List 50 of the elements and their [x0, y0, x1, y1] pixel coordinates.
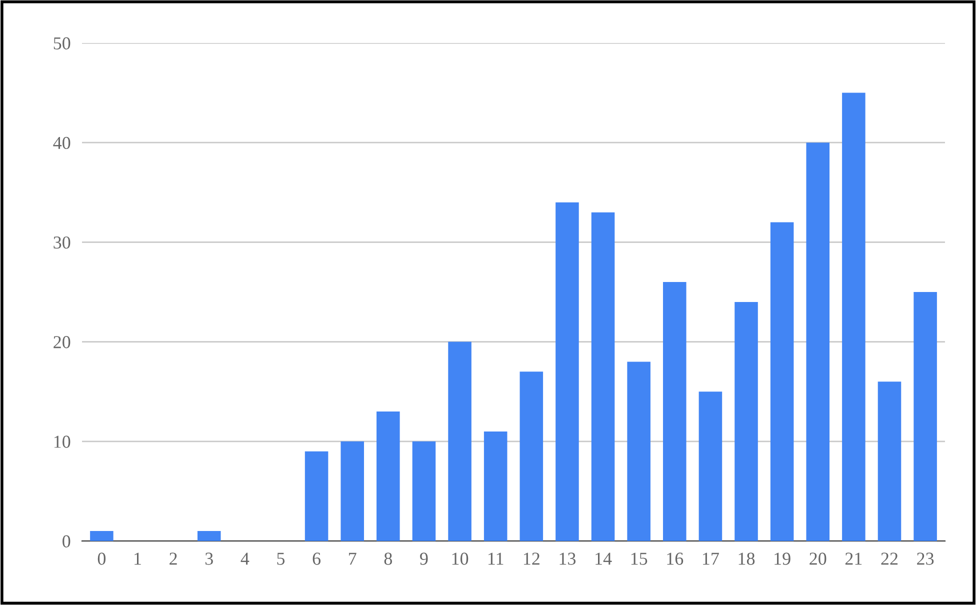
x-tick-label: 5 — [277, 552, 285, 565]
bar — [770, 222, 794, 541]
y-tick-label: 20 — [54, 336, 70, 348]
x-tick-label: 23 — [917, 552, 934, 565]
bar — [842, 92, 866, 541]
x-tick-label: 22 — [881, 552, 898, 565]
x-tick-label: 20 — [810, 552, 826, 565]
bar — [376, 412, 400, 541]
bar — [520, 372, 544, 541]
x-tick-label: 14 — [596, 552, 612, 565]
x-tick-label: 6 — [312, 552, 321, 565]
bar — [484, 431, 508, 541]
x-tick-label: 17 — [703, 552, 719, 565]
y-tick-label: 0 — [62, 535, 70, 548]
x-tick-label: 15 — [631, 552, 648, 565]
bar — [90, 531, 114, 541]
x-tick-label: 4 — [240, 552, 250, 565]
x-tick-label: 8 — [384, 552, 392, 565]
bar — [806, 142, 830, 541]
y-tick-label: 30 — [54, 236, 70, 249]
x-tick-label: 10 — [452, 552, 468, 565]
bar — [412, 441, 436, 541]
y-tick-label: 50 — [54, 37, 70, 50]
bar — [556, 202, 579, 541]
x-tick-label: 13 — [560, 552, 576, 565]
bar — [878, 382, 902, 541]
bar — [914, 292, 937, 541]
bar — [197, 531, 221, 541]
x-tick-label: 16 — [667, 552, 684, 565]
bar — [627, 362, 650, 541]
x-tick-label: 11 — [488, 552, 504, 565]
x-tick-label: 9 — [420, 552, 428, 565]
bar — [448, 342, 472, 541]
bar — [340, 441, 364, 541]
x-tick-label: 19 — [774, 552, 790, 565]
bar — [734, 302, 758, 541]
x-tick-label: 1 — [134, 552, 141, 565]
x-tick-label: 7 — [349, 552, 356, 565]
x-tick-label: 2 — [170, 552, 177, 565]
bar — [698, 392, 722, 541]
y-tick-label: 10 — [54, 436, 70, 448]
bar — [663, 282, 686, 541]
bar — [591, 212, 615, 541]
x-tick-label: 21 — [845, 552, 862, 565]
x-tick-label: 0 — [98, 552, 106, 565]
x-tick-label: 18 — [738, 552, 755, 565]
x-tick-label: 3 — [205, 552, 213, 565]
x-tick-label: 12 — [524, 552, 540, 565]
y-tick-label: 40 — [53, 136, 70, 150]
bar — [304, 451, 328, 541]
